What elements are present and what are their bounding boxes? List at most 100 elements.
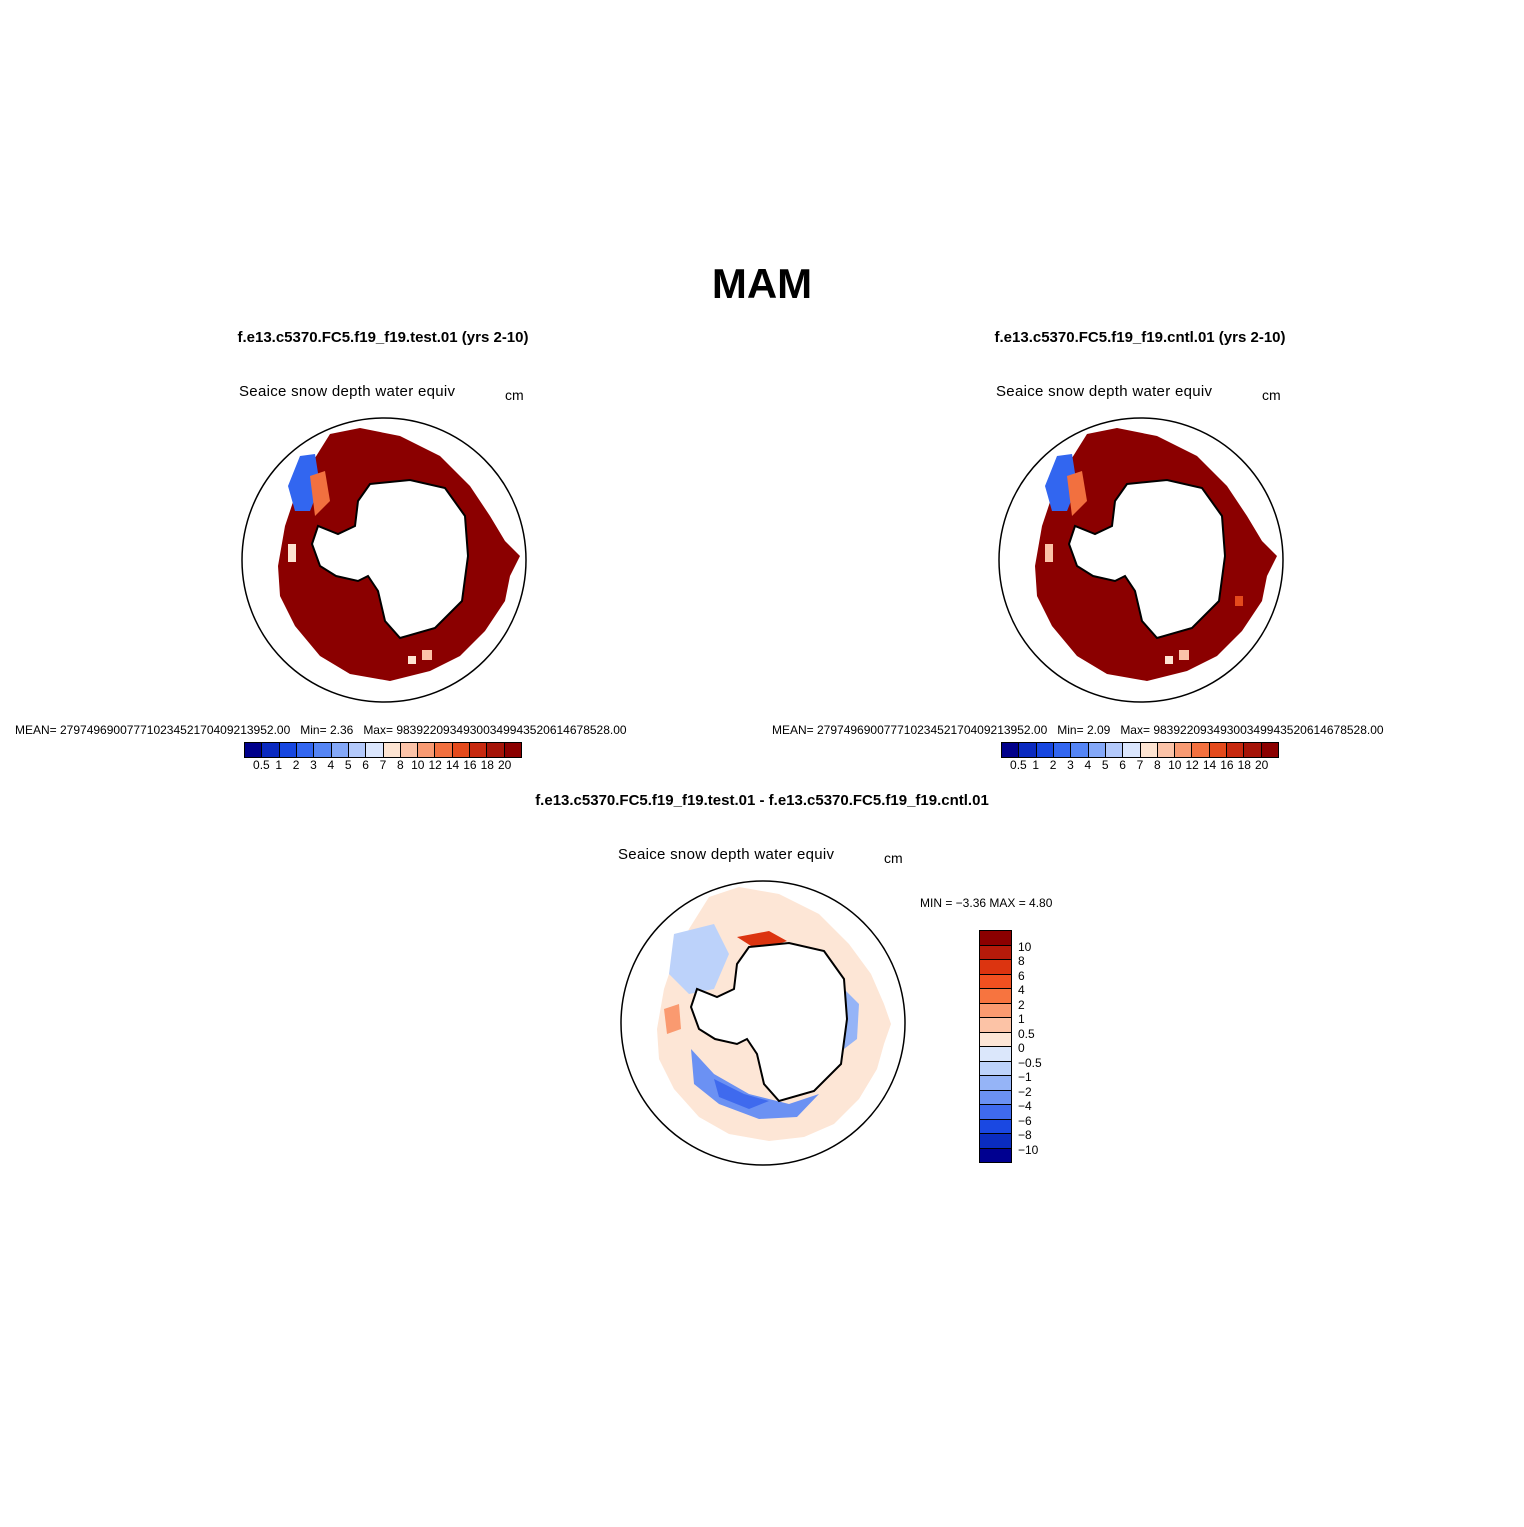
units-label-test: cm	[505, 387, 524, 403]
figure-title: MAM	[711, 260, 813, 307]
colorbar-cntl: 0.5 1 2 3 4 5 6 7 8 10 12 14 16 18 20	[1001, 742, 1279, 772]
colorbar-tick-label: 3	[310, 758, 317, 772]
polar-map-test	[241, 417, 527, 703]
low-value-patch	[288, 454, 320, 511]
colorbar-tick-label: 0.5	[1010, 758, 1027, 772]
light-patch	[1045, 544, 1053, 562]
colorbar-tick-label: 4	[1084, 758, 1092, 772]
colorbar-swatch	[980, 1047, 1011, 1062]
positive-anomaly	[737, 931, 787, 951]
colorbar-swatch	[487, 743, 505, 757]
colorbar-swatch	[1192, 743, 1210, 757]
colorbar-tick-label: 16	[463, 758, 477, 772]
light-patch	[288, 544, 296, 562]
colorbar-swatch	[504, 743, 521, 757]
colorbar-swatch	[980, 1148, 1011, 1162]
colorbar-swatch	[1244, 743, 1262, 757]
colorbar-tick-label: −6	[1018, 1113, 1032, 1128]
light-patch-2	[1165, 656, 1173, 664]
colorbar-swatch	[1209, 743, 1228, 757]
colorbar-tick-label: −10	[1018, 1142, 1039, 1157]
colorbar-swatch	[348, 743, 367, 757]
colorbar-swatch	[980, 1032, 1011, 1047]
colorbar-swatch	[1261, 743, 1278, 757]
colorbar-swatch	[279, 743, 297, 757]
colorbar-swatch	[980, 1076, 1011, 1091]
colorbar-diff	[979, 930, 1012, 1163]
stats-diff: MIN = −3.36 MAX = 4.80	[920, 896, 1053, 910]
units-label-diff: cm	[884, 850, 903, 866]
colorbar-swatch	[1157, 743, 1176, 757]
colorbar-ticks-cntl: 0.5 1 2 3 4 5 6 7 8 10 12 14 16 18 20	[1001, 758, 1279, 772]
colorbar-swatch	[980, 1119, 1011, 1134]
colorbar-tick-label: 7	[1136, 758, 1144, 772]
panel-title-test: f.e13.c5370.FC5.f19_f19.test.01 (yrs 2-1…	[237, 329, 529, 346]
colorbar-swatch	[366, 743, 384, 757]
light-patch-3	[1179, 650, 1189, 660]
colorbar-swatch	[980, 1061, 1011, 1076]
stats-cntl: MEAN= 27974969007771023452170409213952.0…	[772, 723, 1394, 737]
colorbar-tick-label: 2	[1018, 997, 1025, 1012]
colorbar-swatch	[470, 743, 488, 757]
colorbar-tick-label: 10	[1018, 939, 1032, 954]
colorbar-tick-label: 6	[1119, 758, 1126, 772]
antarctica-coast	[310, 478, 470, 640]
colorbar-swatch	[1019, 743, 1037, 757]
colorbar-swatch	[452, 743, 471, 757]
colorbar-tick-label: 20	[497, 758, 512, 772]
negative-anomaly-east	[844, 989, 859, 1049]
colorbar-tick-label: 14	[445, 758, 460, 772]
colorbar-tick-label: 1	[1032, 758, 1040, 772]
colorbar-swatch	[1088, 743, 1106, 757]
colorbar-tick-label: 4	[327, 758, 335, 772]
colorbar-swatch	[1071, 743, 1089, 757]
stats-test: MEAN= 27974969007771023452170409213952.0…	[15, 723, 637, 737]
colorbar-swatch	[418, 743, 436, 757]
colorbar-tick-label: 7	[379, 758, 387, 772]
colorbar-tick-label: 1	[1018, 1012, 1025, 1026]
colorbar-test: 0.5 1 2 3 4 5 6 7 8 10 12 14 16 18 20	[244, 742, 522, 772]
units-label-cntl: cm	[1262, 387, 1281, 403]
polar-map-diff	[620, 880, 906, 1166]
colorbar-tick-label: 0.5	[253, 758, 270, 772]
colorbar-swatch	[331, 743, 349, 757]
colorbar-swatch	[980, 974, 1011, 989]
colorbar-swatch	[262, 743, 280, 757]
stat-min: Min= 2.36	[300, 723, 354, 737]
colorbar-tick-label: 2	[1049, 758, 1057, 772]
stat-mean: MEAN= 27974969007771023452170409213952.0…	[772, 723, 1048, 737]
colorbar-tick-label: 6	[1018, 968, 1025, 983]
panel-title-cntl: f.e13.c5370.FC5.f19_f19.cntl.01 (yrs 2-1…	[994, 329, 1286, 346]
colorbar-swatch	[980, 945, 1011, 960]
positive-anomaly-west	[664, 1004, 681, 1034]
map-boundary	[998, 417, 1284, 703]
colorbar-swatch	[1105, 743, 1124, 757]
colorbar-swatch	[1227, 743, 1245, 757]
antarctica-coast	[689, 941, 849, 1103]
colorbar-tick-label: 5	[344, 758, 352, 772]
colorbar-tick-label: 10	[1168, 758, 1182, 772]
colorbar-tick-label: 14	[1202, 758, 1217, 772]
colorbar-tick-label: 12	[428, 758, 442, 772]
colorbar-swatch	[980, 1105, 1011, 1120]
colorbar-tick-label: 6	[362, 758, 369, 772]
colorbar-swatches-cntl	[1001, 742, 1279, 758]
colorbar-swatch	[980, 1134, 1011, 1149]
stat-mean: MEAN= 27974969007771023452170409213952.0…	[15, 723, 291, 737]
colorbar-tick-label: 5	[1101, 758, 1109, 772]
map-boundary	[620, 880, 906, 1166]
colorbar-tick-label: 2	[292, 758, 300, 772]
colorbar-swatch	[980, 1090, 1011, 1105]
mid-value-patch	[310, 471, 330, 516]
colorbar-swatch	[980, 960, 1011, 975]
colorbar-tick-label: 0.5	[1018, 1026, 1035, 1041]
colorbar-swatch	[1002, 743, 1020, 757]
colorbar-swatch	[383, 743, 401, 757]
colorbar-tick-label: 4	[1018, 983, 1025, 997]
colorbar-tick-label: 18	[480, 758, 494, 772]
antarctica-coast	[1067, 478, 1227, 640]
stat-max: Max= 98392209349300349943520614678528.00	[363, 723, 627, 737]
variable-label-test: Seaice snow depth water equiv	[239, 383, 456, 400]
colorbar-tick-label: 18	[1237, 758, 1251, 772]
stat-max: Max= 98392209349300349943520614678528.00	[1120, 723, 1384, 737]
